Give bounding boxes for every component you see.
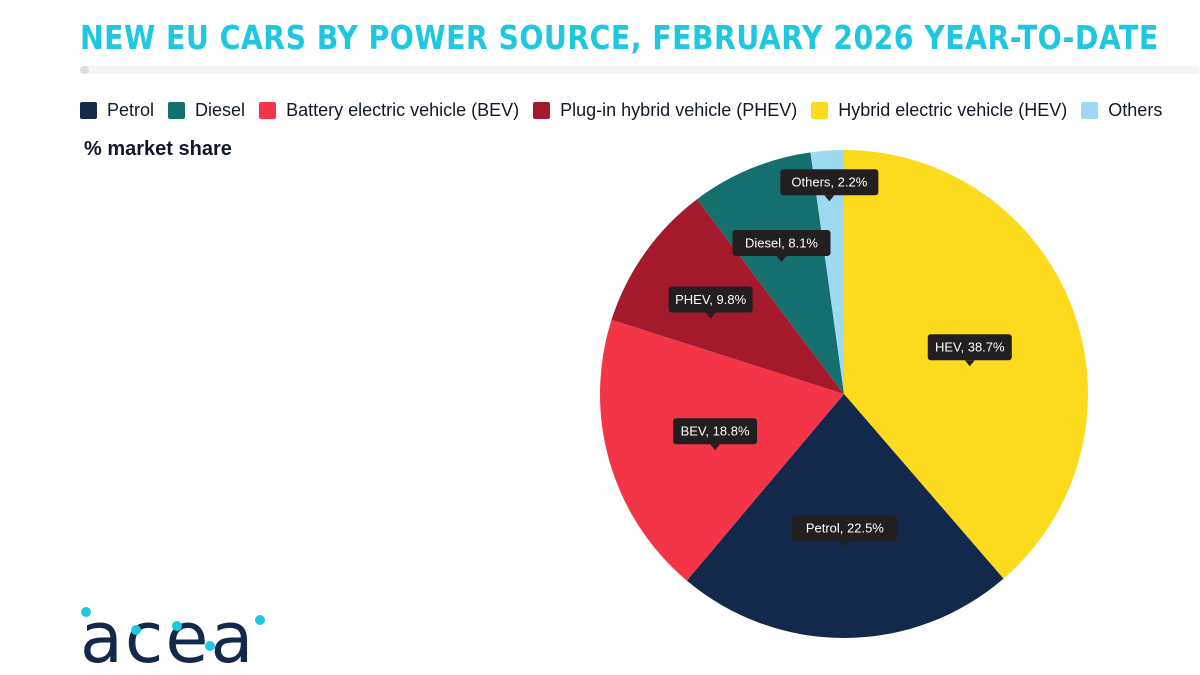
- slice-label-hev: HEV, 38.7%: [927, 334, 1012, 367]
- legend: Petrol Diesel Battery electric vehicle (…: [80, 100, 1176, 121]
- slice-label-text: BEV, 18.8%: [681, 424, 750, 439]
- legend-item-hev[interactable]: Hybrid electric vehicle (HEV): [811, 100, 1067, 121]
- pie-slice-others[interactable]: [810, 150, 844, 394]
- legend-label-hev: Hybrid electric vehicle (HEV): [838, 100, 1068, 120]
- svg-text:acea: acea: [80, 600, 255, 670]
- unit-subtitle: % market share: [84, 138, 232, 160]
- slice-label-text: Diesel, 8.1%: [745, 235, 818, 250]
- slice-label-phev: PHEV, 9.8%: [668, 286, 753, 319]
- legend-item-petrol[interactable]: Petrol: [80, 100, 154, 121]
- legend-label-bev: Battery electric vehicle (BEV): [286, 100, 520, 120]
- pie-slice-bev[interactable]: [600, 319, 844, 581]
- slice-label-box: [927, 334, 1012, 361]
- slice-label-pointer: [839, 541, 850, 548]
- legend-label-diesel: Diesel: [195, 100, 246, 120]
- pie-slice-diesel[interactable]: [697, 152, 844, 394]
- slice-label-text: Petrol, 22.5%: [806, 521, 884, 536]
- slice-label-box: [668, 286, 753, 313]
- legend-swatch-bev: [259, 102, 277, 119]
- legend-label-petrol: Petrol: [107, 100, 155, 120]
- legend-swatch-others: [1081, 102, 1099, 119]
- title-underline-marker: [80, 66, 89, 74]
- legend-swatch-hev: [811, 102, 829, 119]
- legend-item-diesel[interactable]: Diesel: [168, 100, 245, 121]
- slice-label-pointer: [964, 360, 975, 367]
- legend-label-phev: Plug-in hybrid vehicle (PHEV): [560, 100, 798, 120]
- acea-logo: acea: [80, 600, 265, 670]
- slice-label-pointer: [776, 255, 787, 262]
- legend-item-phev[interactable]: Plug-in hybrid vehicle (PHEV): [533, 100, 797, 121]
- slice-label-text: HEV, 38.7%: [935, 340, 1005, 355]
- slice-label-box: [732, 229, 831, 256]
- title-underline: [80, 66, 1200, 74]
- legend-swatch-petrol: [80, 102, 97, 119]
- slice-label-box: [673, 418, 758, 445]
- chart-title: NEW EU CARS BY POWER SOURCE, FEBRUARY 20…: [80, 18, 1159, 57]
- legend-swatch-diesel: [168, 102, 186, 119]
- slice-label-text: Others, 2.2%: [791, 175, 867, 190]
- slice-label-others: Others, 2.2%: [780, 169, 879, 202]
- slice-label-pointer: [824, 195, 835, 202]
- legend-item-bev[interactable]: Battery electric vehicle (BEV): [259, 100, 519, 121]
- slice-label-pointer: [710, 444, 721, 451]
- legend-item-others[interactable]: Others: [1081, 100, 1162, 121]
- slice-label-bev: BEV, 18.8%: [673, 418, 758, 451]
- slice-label-diesel: Diesel, 8.1%: [732, 229, 831, 262]
- pie-slice-hev[interactable]: [844, 150, 1088, 579]
- legend-swatch-phev: [533, 102, 551, 119]
- legend-label-others: Others: [1108, 100, 1163, 120]
- slice-label-petrol: Petrol, 22.5%: [792, 515, 898, 548]
- slice-label-box: [792, 515, 898, 542]
- slice-label-text: PHEV, 9.8%: [675, 292, 747, 307]
- slice-label-box: [780, 169, 879, 196]
- slice-label-pointer: [705, 312, 716, 319]
